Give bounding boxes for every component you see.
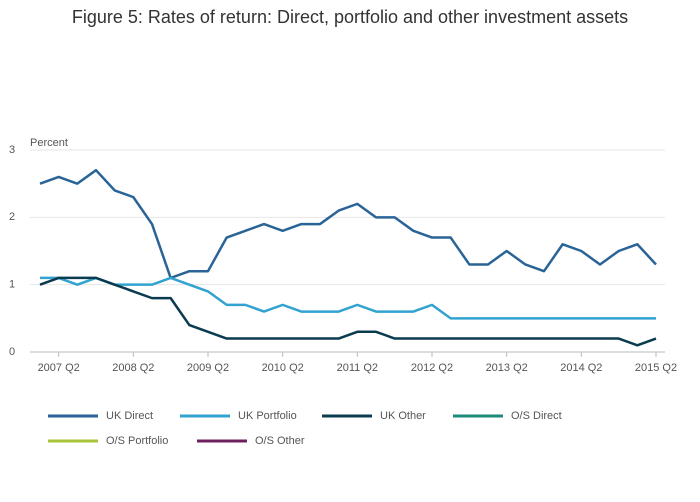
series-line — [40, 276, 656, 320]
y-axis-label: Percent — [30, 137, 68, 149]
legend-label: O/S Portfolio — [106, 435, 168, 447]
series-line — [39, 276, 657, 347]
x-tick-label: 2009 Q2 — [187, 362, 229, 374]
x-tick-label: 2011 Q2 — [337, 362, 378, 374]
y-tick-label: 0 — [9, 346, 15, 358]
legend-label: UK Direct — [106, 410, 153, 422]
x-tick-label: 2010 Q2 — [262, 362, 304, 374]
series-line — [39, 168, 657, 280]
legend-label: UK Other — [380, 410, 426, 422]
x-tick-label: 2013 Q2 — [486, 362, 528, 374]
legend-label: O/S Other — [255, 435, 305, 447]
x-tick-label: 2008 Q2 — [112, 362, 154, 374]
x-tick-label: 2007 Q2 — [38, 362, 80, 374]
y-tick-label: 1 — [9, 279, 15, 291]
chart-title: Figure 5: Rates of return: Direct, portf… — [72, 7, 628, 27]
x-tick-label: 2014 Q2 — [560, 362, 602, 374]
x-tick-label: 2012 Q2 — [411, 362, 453, 374]
y-tick-label: 2 — [9, 211, 15, 223]
legend-label: UK Portfolio — [238, 410, 297, 422]
legend-label: O/S Direct — [511, 410, 562, 422]
x-tick-label: 2015 Q2 — [635, 362, 677, 374]
y-tick-label: 3 — [9, 144, 15, 156]
